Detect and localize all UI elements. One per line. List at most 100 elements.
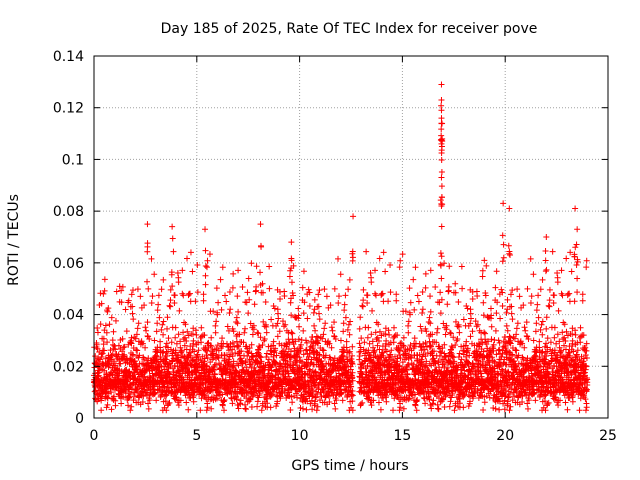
data-point bbox=[309, 334, 316, 341]
data-point bbox=[356, 325, 363, 332]
data-point bbox=[532, 328, 539, 335]
data-point bbox=[267, 404, 274, 411]
data-point bbox=[202, 247, 209, 254]
data-point bbox=[139, 340, 146, 347]
data-point bbox=[106, 362, 113, 369]
data-point bbox=[201, 358, 208, 365]
data-point bbox=[238, 348, 245, 355]
data-point bbox=[141, 302, 148, 309]
data-point bbox=[224, 323, 231, 330]
data-point bbox=[481, 257, 488, 264]
data-point bbox=[331, 285, 338, 292]
data-point bbox=[532, 348, 539, 355]
data-point bbox=[211, 371, 218, 378]
data-point bbox=[153, 328, 160, 335]
data-point bbox=[157, 338, 164, 345]
data-point bbox=[405, 318, 412, 325]
data-point bbox=[441, 404, 448, 411]
data-point bbox=[129, 287, 136, 294]
data-point bbox=[558, 290, 565, 297]
data-point bbox=[289, 399, 296, 406]
data-point bbox=[536, 338, 543, 345]
data-point bbox=[175, 331, 182, 338]
data-point bbox=[583, 355, 590, 362]
data-point bbox=[460, 404, 467, 411]
data-point bbox=[208, 343, 215, 350]
data-point bbox=[583, 404, 590, 411]
data-point bbox=[204, 404, 211, 411]
data-point bbox=[169, 350, 176, 357]
data-point bbox=[208, 405, 215, 412]
data-point bbox=[492, 284, 499, 291]
data-point bbox=[224, 362, 231, 369]
data-point bbox=[190, 337, 197, 344]
data-point bbox=[165, 401, 172, 408]
data-point-peak bbox=[438, 81, 445, 88]
data-point bbox=[516, 293, 523, 300]
data-point bbox=[227, 369, 234, 376]
data-point bbox=[316, 316, 323, 323]
data-point bbox=[406, 285, 413, 292]
data-point bbox=[359, 302, 366, 309]
data-point bbox=[435, 406, 442, 413]
data-point bbox=[345, 321, 352, 328]
data-point bbox=[481, 399, 488, 406]
data-point bbox=[396, 264, 403, 271]
data-point bbox=[377, 406, 384, 413]
data-point bbox=[146, 397, 153, 404]
data-point bbox=[372, 267, 379, 274]
data-point bbox=[182, 321, 189, 328]
data-point bbox=[199, 380, 206, 387]
data-point bbox=[438, 275, 445, 282]
data-point bbox=[153, 356, 160, 363]
data-point bbox=[383, 398, 390, 405]
data-point bbox=[480, 406, 487, 413]
data-point bbox=[146, 336, 153, 343]
data-point bbox=[221, 396, 228, 403]
data-point bbox=[211, 362, 218, 369]
data-point bbox=[242, 405, 249, 412]
data-point bbox=[555, 307, 562, 314]
data-point bbox=[94, 373, 101, 380]
data-point bbox=[229, 353, 236, 360]
data-point bbox=[296, 323, 303, 330]
data-point bbox=[218, 306, 225, 313]
data-point bbox=[155, 301, 162, 308]
data-point bbox=[100, 290, 107, 297]
data-point bbox=[219, 264, 226, 271]
data-point bbox=[549, 248, 556, 255]
data-point bbox=[559, 292, 566, 299]
data-point bbox=[539, 276, 546, 283]
data-point bbox=[527, 255, 534, 262]
data-point-peak bbox=[350, 213, 357, 220]
data-point bbox=[230, 364, 237, 371]
data-point bbox=[120, 344, 127, 351]
data-point bbox=[108, 314, 115, 321]
data-point bbox=[148, 255, 155, 262]
data-point bbox=[574, 347, 581, 354]
data-point bbox=[357, 314, 364, 321]
data-point bbox=[313, 333, 320, 340]
data-point bbox=[474, 292, 481, 299]
data-point bbox=[434, 405, 441, 412]
data-point bbox=[206, 251, 213, 258]
data-point bbox=[167, 303, 174, 310]
data-point bbox=[364, 299, 371, 306]
data-point bbox=[414, 292, 421, 299]
data-point bbox=[410, 276, 417, 283]
data-point bbox=[335, 293, 342, 300]
data-point bbox=[94, 345, 101, 352]
data-point bbox=[341, 307, 348, 314]
data-point bbox=[174, 363, 181, 370]
data-point bbox=[305, 286, 312, 293]
data-point bbox=[190, 392, 197, 399]
data-point bbox=[358, 335, 365, 342]
data-point bbox=[563, 255, 570, 262]
data-point bbox=[454, 323, 461, 330]
data-point bbox=[286, 273, 293, 280]
data-point bbox=[438, 349, 445, 356]
data-point bbox=[241, 329, 248, 336]
data-point bbox=[539, 318, 546, 325]
data-point bbox=[328, 324, 335, 331]
data-point bbox=[144, 319, 151, 326]
